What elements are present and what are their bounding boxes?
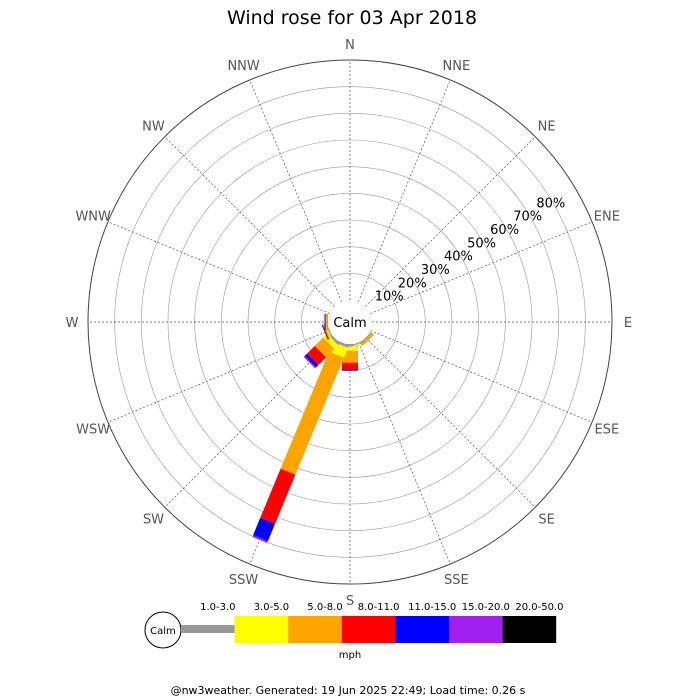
wind-bar-segment [307, 346, 326, 365]
legend-swatch [502, 616, 557, 643]
ring-circle [301, 273, 399, 371]
chart-title: Wind rose for 03 Apr 2018 [227, 7, 477, 29]
ring-label: 80% [536, 196, 565, 211]
ring-label: 40% [444, 250, 473, 265]
legend-swatch [341, 616, 396, 643]
ring-label: 20% [398, 276, 427, 291]
legend-label: 11.0-15.0 [408, 602, 456, 613]
ring-label: 60% [490, 223, 519, 238]
direction-spoke [107, 221, 330, 314]
wind-bar-segment [280, 351, 344, 475]
direction-label: SW [143, 513, 164, 528]
wind-bars [252, 314, 375, 543]
ring-label: 50% [467, 236, 496, 251]
direction-label: WSW [76, 422, 110, 437]
wind-bar-segment [360, 332, 375, 347]
direction-label: WNW [75, 210, 111, 225]
ring-label: 10% [375, 290, 404, 305]
direction-label: W [66, 316, 79, 331]
legend: Calm 1.0-3.0 3.0-5.0 5.0-8.0 8.0-11.0 11.0-1… [144, 602, 563, 649]
wind-bar-segment [252, 535, 268, 543]
ring-circle [141, 113, 559, 531]
footer-text: @nw3weather. Generated: 19 Jun 2025 22:4… [171, 684, 526, 697]
legend-label: 8.0-11.0 [358, 602, 400, 613]
direction-label: NW [142, 119, 165, 134]
direction-label: SSW [229, 573, 259, 588]
wind-bar-segment [304, 353, 319, 368]
legend-label: 3.0-5.0 [254, 602, 289, 613]
wind-bar-segment [322, 324, 330, 340]
direction-labels: N NNE NE ENE E ESE SE SSE S SSW SW WSW W WNW NW NNW [66, 38, 633, 609]
legend-label: 15.0-20.0 [462, 602, 510, 613]
direction-label: NNE [443, 59, 471, 74]
ring-circle [87, 59, 613, 585]
direction-label: SE [538, 513, 554, 528]
legend-unit: mph [339, 650, 361, 661]
direction-spoke [249, 79, 342, 302]
wind-bar-segment [342, 362, 358, 370]
wind-bar-segment [325, 314, 328, 330]
direction-spoke [164, 337, 335, 508]
direction-spoke [365, 337, 536, 508]
wind-bar-segment [253, 517, 275, 542]
legend-swatch [288, 616, 342, 643]
wind-bar-segment [324, 314, 326, 330]
direction-spoke [107, 330, 330, 423]
legend-swatch [449, 616, 503, 643]
direction-spoke [370, 330, 593, 423]
calm-label: Calm [333, 316, 366, 331]
wind-bar-segment [314, 337, 335, 358]
legend-calm-label: Calm [150, 626, 176, 637]
direction-label: NE [538, 119, 556, 134]
legend-swatch [234, 616, 289, 643]
wind-bar-segment [303, 356, 316, 369]
direction-spoke [358, 79, 451, 302]
wind-bar-segment [359, 331, 373, 345]
legend-swatch [181, 625, 235, 633]
direction-label: NNW [227, 59, 259, 74]
wind-bar-segment [260, 468, 296, 525]
direction-spoke [358, 342, 451, 565]
ring-label: 70% [513, 210, 542, 225]
direction-spoke [164, 136, 335, 307]
wind-bar-segment [321, 324, 329, 340]
wind-bar-segment [327, 314, 328, 330]
direction-label: ESE [594, 422, 619, 437]
legend-label: 5.0-8.0 [307, 602, 342, 613]
direction-label: S [346, 594, 354, 609]
direction-label: E [624, 316, 632, 331]
wind-bar-segment [325, 314, 326, 330]
direction-spoke [370, 221, 593, 314]
legend-label: 1.0-3.0 [200, 602, 235, 613]
ring-labels: 10%20%30%40%50%60%70%80% [375, 196, 566, 304]
wind-bar-segment [342, 369, 358, 371]
legend-label: 20.0-50.0 [515, 602, 563, 613]
ring-circle [221, 193, 479, 451]
wind-bar-segment [342, 350, 358, 363]
legend-swatch [395, 616, 449, 643]
direction-label: N [345, 38, 355, 53]
calm-center: Calm [328, 300, 372, 344]
direction-spoke [365, 136, 536, 307]
direction-spokes [88, 60, 612, 584]
direction-label: SSE [444, 573, 469, 588]
direction-label: ENE [594, 210, 620, 225]
ring-label: 30% [421, 263, 450, 278]
